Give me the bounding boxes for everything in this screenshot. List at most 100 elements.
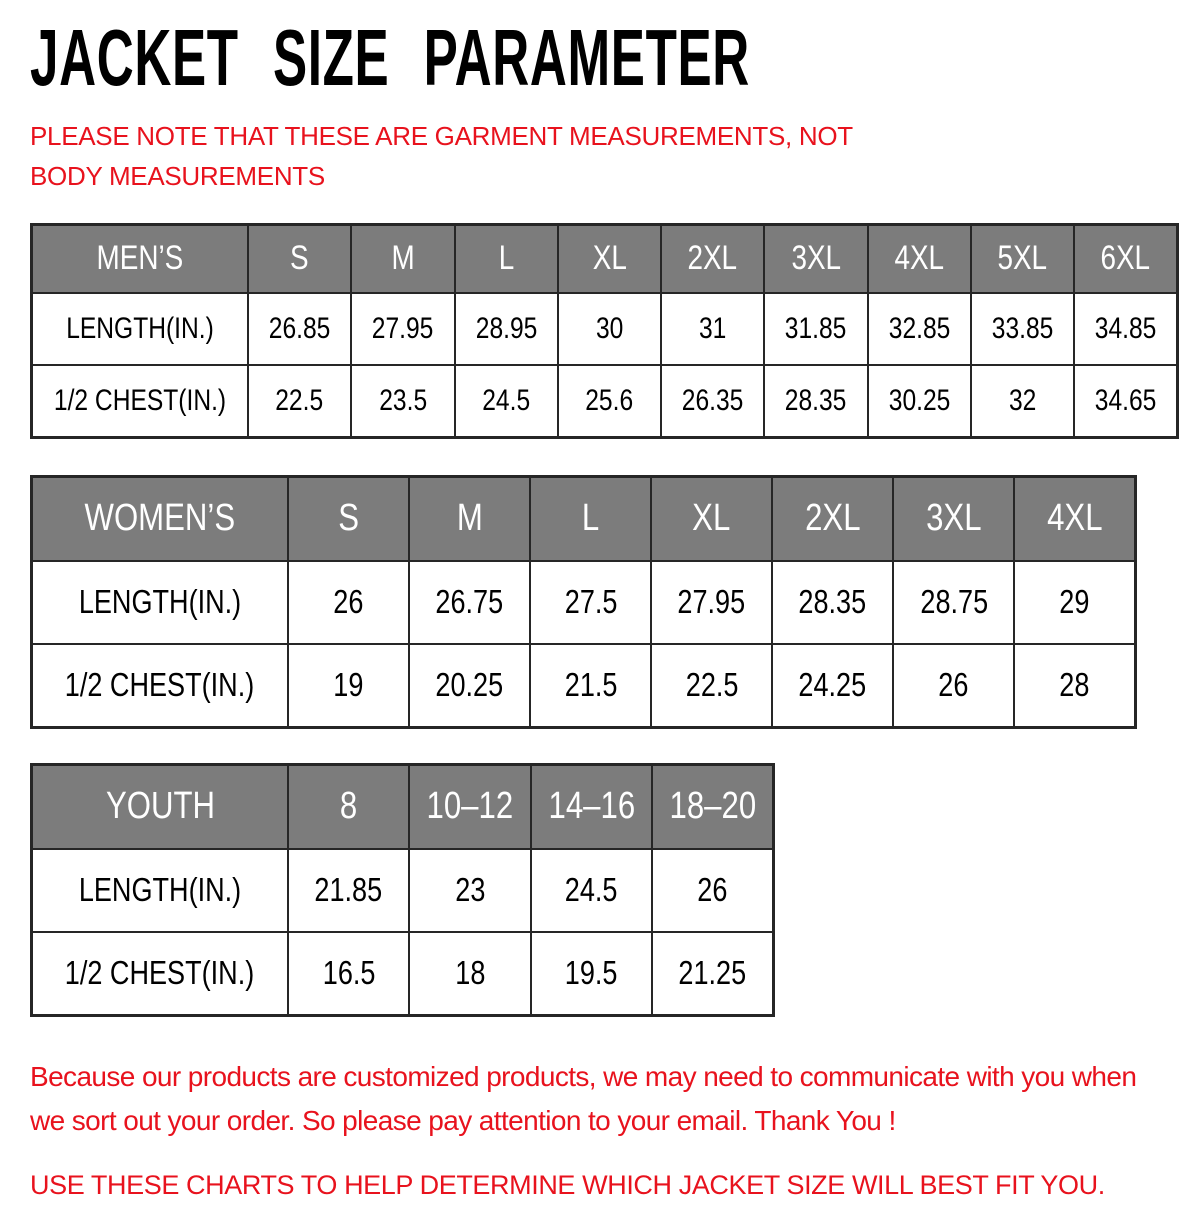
womens-value-cell: 27.5 [529,559,653,645]
youth-data-row: 1/2 CHEST(IN.) 16.5 18 19.5 21.25 [30,930,775,1017]
page-title: JACKET SIZE PARAMETER [30,13,750,102]
mens-value-cell-label: 23.5 [378,383,427,417]
womens-size-header-cell: XL [650,475,774,562]
mens-size-header-cell: M [350,223,456,294]
mens-value-cell: 26.35 [660,363,766,439]
mens-value-cell-label: 26.35 [681,383,744,417]
womens-size-header-cell-label: 2XL [805,497,861,540]
youth-value-cell-label: 18 [455,954,486,992]
womens-size-header-cell-label: S [338,497,359,540]
mens-value-cell: 24.5 [453,363,559,439]
womens-size-header-cell: M [408,475,532,562]
youth-size-header-cell-label: 14–16 [548,785,635,828]
womens-value-cell-label: 21.5 [564,666,617,704]
mens-value-cell-label: 28.35 [785,383,847,417]
womens-size-table: WOMEN’S S M L XL 2XL 3XL 4XL LENGTH(IN.) 26 26.75 2… [30,474,1137,729]
mens-value-cell-label: 26.85 [268,311,331,345]
womens-data-row: LENGTH(IN.) 26 26.75 27.5 27.95 28.35 28.75 29 [30,559,1137,645]
womens-value-cell: 20.25 [408,642,532,729]
mens-value-cell-label: 27.95 [372,311,434,345]
mens-value-cell-label: 34.65 [1094,383,1157,417]
mens-size-header-cell-label: L [498,239,514,278]
womens-value-cell-label: 28 [1059,666,1090,704]
youth-size-header-cell-label: 18–20 [669,785,756,828]
youth-value-cell-label: 26 [697,871,728,909]
mens-value-cell: 27.95 [350,291,456,366]
mens-value-cell: 32.85 [866,291,972,366]
mens-value-cell-label: 31 [699,311,727,345]
womens-size-header-cell-label: 3XL [926,497,982,540]
youth-value-cell: 19.5 [529,930,654,1017]
womens-row-label-cell-label: LENGTH(IN.) [78,583,242,621]
womens-value-cell: 28.75 [892,559,1016,645]
mens-value-cell: 34.85 [1073,291,1179,366]
mens-value-cell-label: 32 [1008,383,1037,417]
mens-value-cell-label: 24.5 [482,383,531,417]
mens-row-label-cell-label: LENGTH(IN.) [66,311,214,345]
womens-value-cell-label: 19 [333,666,364,704]
womens-data-row: 1/2 CHEST(IN.) 19 20.25 21.5 22.5 24.25 26 28 [30,642,1137,729]
womens-value-cell-label: 22.5 [685,666,739,704]
mens-value-cell: 30.25 [866,363,972,439]
youth-row-label-cell: LENGTH(IN.) [30,847,289,933]
mens-row-label-cell: 1/2 CHEST(IN.) [30,363,249,439]
youth-value-cell-label: 21.85 [314,871,383,909]
womens-size-header-cell: 3XL [892,475,1016,562]
mens-value-cell-label: 30 [595,311,624,345]
youth-row-label-cell-label: 1/2 CHEST(IN.) [65,954,255,992]
womens-value-cell-label: 26 [938,666,969,704]
womens-value-cell: 19 [286,642,411,729]
womens-value-cell-label: 28.75 [919,583,988,621]
womens-value-cell: 26.75 [408,559,532,645]
youth-size-header-cell: 10–12 [408,763,532,850]
mens-size-header-cell-label: 2XL [687,239,738,278]
youth-size-header-cell: 8 [286,763,411,850]
mens-size-header-cell: XL [556,223,663,294]
womens-value-cell-label: 24.25 [798,666,867,704]
womens-value-cell-label: 27.5 [564,583,617,621]
mens-value-cell-label: 33.85 [991,311,1054,345]
mens-value-cell-label: 34.85 [1094,311,1157,345]
mens-value-cell-label: 31.85 [785,311,847,345]
mens-size-header-cell-label: 3XL [791,239,841,278]
mens-data-row: 1/2 CHEST(IN.) 22.5 23.5 24.5 25.6 26.35 28.35… [30,363,1179,439]
mens-value-cell-label: 28.95 [475,311,537,345]
youth-value-cell-label: 19.5 [565,954,618,992]
mens-value-cell: 31.85 [763,291,869,366]
youth-size-header-cell-label: 8 [340,785,358,828]
mens-value-cell: 32 [969,363,1076,439]
size-tables-container: MEN’S S M L XL 2XL 3XL 4XL 5XL 6XL LENGTH(IN.) 26.8… [30,222,1179,1017]
mens-value-cell: 31 [660,291,766,366]
womens-row-label-cell-label: 1/2 CHEST(IN.) [65,666,255,704]
mens-value-cell: 28.35 [763,363,869,439]
mens-size-header-cell: 6XL [1073,223,1179,294]
youth-value-cell-label: 16.5 [322,954,376,992]
mens-size-header-cell: 3XL [763,223,869,294]
youth-value-cell: 21.85 [286,847,411,933]
womens-value-cell-label: 26.75 [435,583,504,621]
mens-value-cell: 26.85 [246,291,353,366]
womens-row-label-cell: 1/2 CHEST(IN.) [30,642,289,729]
womens-title-cell-label: WOMEN’S [84,497,236,540]
mens-size-header-cell: 2XL [660,223,766,294]
mens-header-row: MEN’S S M L XL 2XL 3XL 4XL 5XL 6XL [30,223,1179,294]
womens-size-header-cell: 2XL [771,475,895,562]
mens-title-cell: MEN’S [30,223,249,294]
mens-title-cell-label: MEN’S [96,239,184,278]
womens-value-cell: 28 [1013,642,1137,729]
youth-value-cell: 18 [408,930,532,1017]
youth-value-cell-label: 24.5 [565,871,618,909]
mens-size-header-cell-label: 5XL [997,239,1048,278]
mens-value-cell: 25.6 [556,363,663,439]
mens-size-header-cell: 5XL [969,223,1076,294]
youth-row-label-cell: 1/2 CHEST(IN.) [30,930,289,1017]
womens-value-cell: 26 [286,559,411,645]
womens-value-cell-label: 20.25 [435,666,504,704]
mens-value-cell: 28.95 [453,291,559,366]
womens-value-cell-label: 27.95 [677,583,746,621]
youth-value-cell: 26 [651,847,775,933]
womens-value-cell: 28.35 [771,559,895,645]
youth-row-label-cell-label: LENGTH(IN.) [78,871,242,909]
mens-value-cell: 30 [556,291,663,366]
